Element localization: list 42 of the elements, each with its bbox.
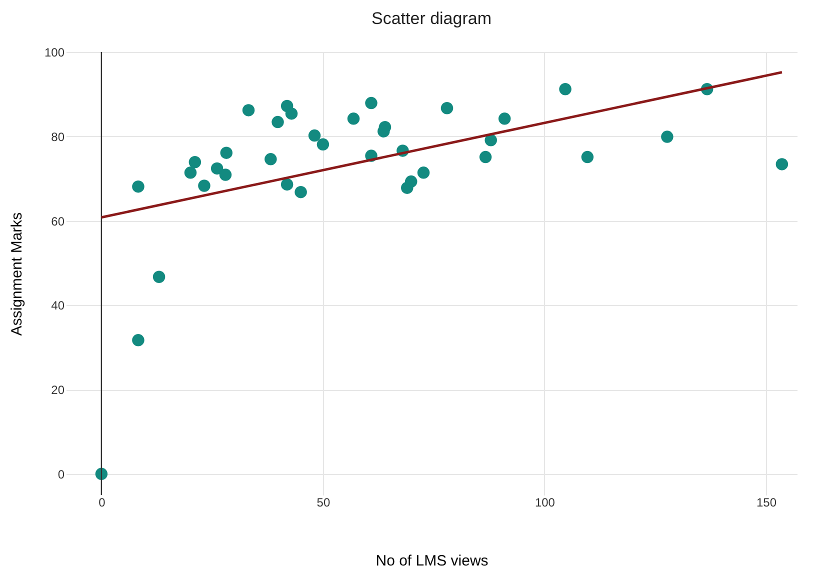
x-axis-title: No of LMS views [376,552,488,570]
chart-title: Scatter diagram [372,9,492,28]
point [661,130,674,143]
point [219,168,232,181]
y-tick-label: 40 [51,298,65,313]
point [294,186,307,198]
point [132,180,144,193]
point [264,153,277,166]
y-tick-label: 20 [51,383,65,398]
y-tick-label: 100 [44,46,65,60]
y-tick-label: 60 [51,214,65,228]
point [308,129,321,142]
point [498,112,511,125]
y-tick-label: 80 [51,130,65,144]
point [285,107,298,120]
y-tick-label: 0 [58,467,65,482]
point [365,96,378,110]
point [188,156,202,168]
point [220,146,232,159]
point [210,162,224,175]
point [440,102,454,114]
point [417,166,430,179]
point [316,138,330,151]
point [347,112,360,125]
x-tick-label: 50 [316,496,330,510]
point [132,334,144,346]
point [198,180,210,192]
point [280,178,294,191]
point [404,175,418,188]
point [184,166,197,179]
y-axis-title: Assignment Marks [8,212,26,336]
x-tick-label: 100 [534,496,556,510]
point [479,150,492,164]
x-tick-label: 0 [98,496,106,510]
point [559,83,572,96]
point [581,150,594,164]
x-tick-label: 150 [756,496,777,510]
point [242,104,255,116]
point [272,116,284,128]
point [776,158,788,170]
point [152,270,166,283]
point [484,134,497,146]
